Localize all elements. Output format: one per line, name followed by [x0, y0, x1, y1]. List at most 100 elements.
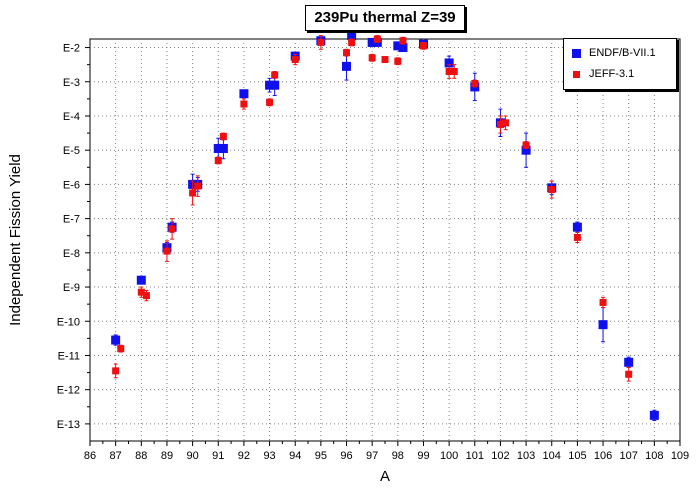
- data-point: [265, 80, 275, 90]
- y-tick-label: E-7: [63, 214, 80, 226]
- series-jeff: [112, 35, 633, 382]
- data-point: [194, 182, 202, 190]
- data-point: [112, 367, 120, 375]
- data-point: [213, 143, 223, 153]
- x-tick-label: 97: [366, 450, 378, 462]
- x-tick-label: 103: [517, 450, 535, 462]
- x-tick-label: 99: [417, 450, 429, 462]
- data-point: [419, 42, 427, 50]
- x-tick-label: 91: [212, 450, 224, 462]
- x-tick-label: 98: [392, 450, 404, 462]
- data-point: [342, 61, 352, 71]
- data-point: [398, 43, 408, 53]
- data-point: [348, 38, 356, 46]
- x-tick-label: 87: [110, 450, 122, 462]
- y-axis-label: Independent Fission Yield: [7, 154, 24, 326]
- data-point: [168, 225, 176, 233]
- legend-item-jeff: JEFF-3.1: [572, 67, 634, 81]
- x-tick-label: 107: [620, 450, 638, 462]
- data-point: [496, 121, 504, 129]
- data-point: [136, 275, 146, 285]
- y-tick-label: E-12: [57, 385, 80, 397]
- data-point: [368, 54, 376, 62]
- series-layer: [111, 31, 659, 421]
- legend-item-endf: ENDF/B-VII.1: [572, 46, 656, 60]
- data-point: [599, 298, 607, 306]
- data-point: [239, 89, 249, 99]
- grid: [90, 39, 680, 441]
- data-point: [240, 100, 248, 108]
- legend-swatch-endf: [572, 48, 581, 58]
- data-point: [450, 68, 458, 76]
- data-point: [502, 119, 510, 127]
- data-point: [625, 370, 633, 378]
- x-tick-label: 92: [238, 450, 250, 462]
- data-point: [381, 56, 389, 64]
- data-point: [471, 79, 479, 87]
- data-point: [347, 31, 357, 41]
- x-tick-label: 109: [671, 450, 689, 462]
- data-point: [522, 141, 530, 149]
- data-point: [271, 71, 279, 79]
- legend: ENDF/B-VII.1 JEFF-3.1: [563, 38, 677, 90]
- x-tick-label: 89: [161, 450, 173, 462]
- x-tick-label: 94: [289, 450, 301, 462]
- y-tick-label: E-13: [57, 419, 80, 431]
- x-axis-label: A: [380, 468, 390, 485]
- x-tick-label: 88: [135, 450, 147, 462]
- y-tick-label: E-9: [63, 282, 80, 294]
- data-point: [367, 37, 377, 47]
- data-point: [444, 58, 454, 68]
- y-tick-label: E-10: [57, 316, 80, 328]
- y-tick-label: E-8: [63, 248, 80, 260]
- data-point: [649, 410, 659, 420]
- y-tick-label: E-2: [63, 43, 80, 55]
- data-point: [393, 41, 403, 51]
- x-tick-label: 104: [543, 450, 561, 462]
- x-tick-label: 90: [186, 450, 198, 462]
- data-point: [219, 133, 227, 141]
- data-point: [573, 233, 581, 241]
- data-point: [343, 49, 351, 57]
- data-point: [142, 292, 150, 300]
- data-point: [214, 156, 222, 164]
- data-point: [521, 145, 531, 155]
- x-tick-label: 102: [491, 450, 509, 462]
- x-tick-label: 93: [263, 450, 275, 462]
- y-tick-label: E-5: [63, 145, 80, 157]
- data-point: [624, 357, 634, 367]
- data-point: [218, 143, 228, 153]
- data-point: [399, 37, 407, 45]
- y-tick-label: E-4: [63, 111, 80, 123]
- data-point: [373, 35, 381, 43]
- x-axis: 86 87 88 89 90 91 92 93 94 95 96 97 98 99 100 101 102 103…: [84, 441, 689, 462]
- data-point: [111, 335, 121, 345]
- data-point: [548, 186, 556, 194]
- data-point: [163, 247, 171, 255]
- data-point: [137, 288, 145, 296]
- data-point: [291, 56, 299, 64]
- data-point: [270, 80, 280, 90]
- y-tick-label: E-3: [63, 77, 80, 89]
- data-point: [317, 38, 325, 46]
- x-tick-label: 100: [440, 450, 458, 462]
- chart-title: 239Pu thermal Z=39: [305, 5, 465, 31]
- y-axis: E-2 E-3 E-4 E-5 E-6 E-7 E-8 E-9 E-10 E-11 E-12 E-13: [57, 43, 90, 431]
- data-point: [572, 222, 582, 232]
- legend-swatch-jeff: [573, 70, 580, 78]
- data-point: [445, 68, 453, 76]
- data-point: [266, 98, 274, 106]
- data-point: [394, 57, 402, 65]
- plot-area: [89, 38, 681, 442]
- x-tick-label: 108: [645, 450, 663, 462]
- y-tick-label: E-11: [58, 350, 80, 362]
- data-point: [598, 320, 608, 330]
- x-tick-label: 101: [466, 450, 484, 462]
- legend-label-jeff: JEFF-3.1: [589, 68, 635, 80]
- x-tick-label: 95: [315, 450, 327, 462]
- data-point: [117, 345, 125, 353]
- legend-label-endf: ENDF/B-VII.1: [589, 47, 656, 59]
- x-tick-label: 106: [594, 450, 612, 462]
- x-tick-label: 105: [568, 450, 586, 462]
